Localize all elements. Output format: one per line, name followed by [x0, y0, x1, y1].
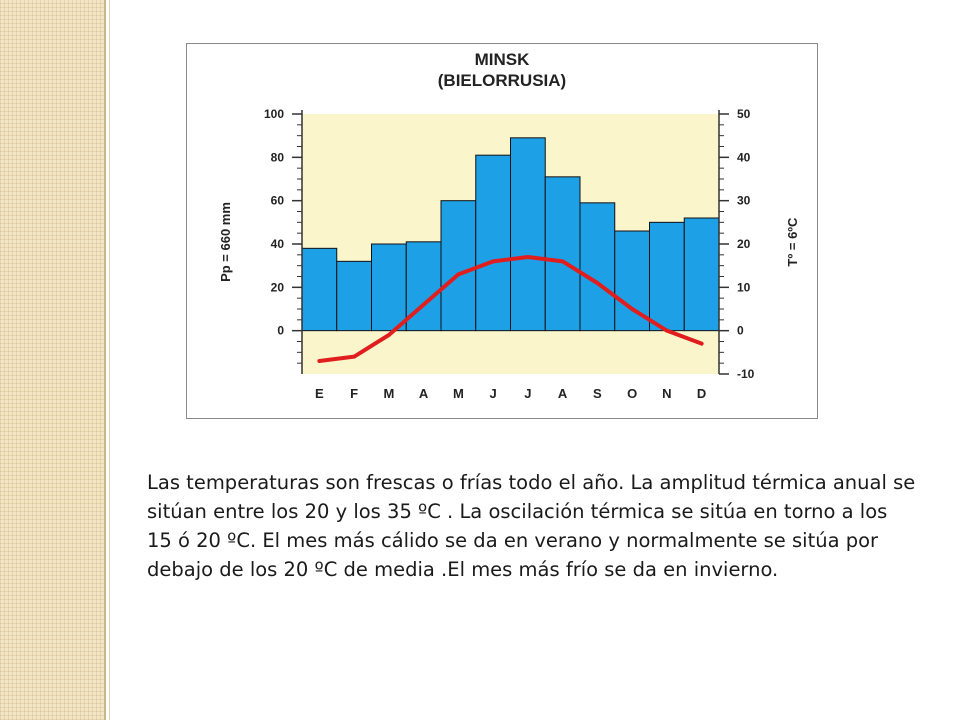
right-tick-label: 50	[737, 107, 751, 121]
chart-subtitle: (BIELORRUSIA)	[438, 71, 566, 90]
right-tick-label: 40	[737, 150, 751, 164]
month-label: M	[383, 386, 394, 401]
month-label: N	[662, 386, 671, 401]
precipitation-bar	[579, 202, 616, 332]
temperature-point	[387, 333, 391, 337]
temperature-point	[595, 281, 599, 285]
precipitation-bar	[301, 247, 338, 332]
temperature-point	[456, 272, 460, 276]
chart-title: MINSK	[475, 50, 531, 69]
precipitation-bar	[510, 137, 546, 332]
precipitation-bar	[544, 176, 581, 332]
month-label: A	[558, 386, 568, 401]
temperature-point	[665, 329, 669, 333]
precipitation-bar	[649, 221, 685, 332]
side-divider-thin	[109, 0, 110, 720]
temperature-point	[700, 342, 704, 346]
month-label: O	[627, 386, 637, 401]
left-tick-label: 40	[271, 237, 285, 251]
month-label: J	[490, 386, 497, 401]
temperature-point	[526, 255, 530, 259]
month-label: J	[524, 386, 531, 401]
month-label: S	[593, 386, 602, 401]
precipitation-bar	[440, 200, 477, 332]
temperature-point	[422, 303, 426, 307]
decorative-side-strip	[0, 0, 104, 720]
right-tick-label: -10	[737, 367, 755, 381]
month-label: A	[419, 386, 429, 401]
month-label: D	[697, 386, 706, 401]
precipitation-bar	[336, 260, 372, 332]
right-tick-label: 0	[737, 324, 744, 338]
temperature-point	[630, 307, 634, 311]
left-tick-label: 0	[277, 324, 284, 338]
precipitation-bar	[683, 217, 720, 332]
right-tick-label: 30	[737, 194, 751, 208]
month-label: F	[350, 386, 358, 401]
left-tick-label: 20	[271, 280, 285, 294]
temperature-point	[561, 259, 565, 263]
temperature-line	[317, 255, 704, 363]
right-tick-label: 10	[737, 280, 751, 294]
month-label: M	[453, 386, 464, 401]
left-tick-label: 80	[271, 150, 285, 164]
right-tick-label: 20	[737, 237, 751, 251]
left-tick-label: 60	[271, 194, 285, 208]
climograph-chart: MINSK (BIELORRUSIA) 10080604020050403020…	[218, 50, 800, 401]
left-axis-label: Pp = 660 mm	[218, 202, 233, 282]
description-text: Las temperaturas son frescas o frías tod…	[147, 471, 916, 581]
precipitation-bar	[475, 154, 511, 332]
temperature-point	[352, 355, 356, 359]
month-label: E	[315, 386, 324, 401]
side-divider	[104, 0, 106, 720]
left-tick-label: 100	[264, 107, 284, 121]
temperature-point	[491, 259, 495, 263]
climate-chart-figure: MINSK (BIELORRUSIA) 100 80 60 40 20 0 50 40 30 20…	[186, 43, 818, 419]
right-axis-label: Tº = 6ºC	[785, 217, 800, 266]
precipitation-bar	[371, 243, 407, 332]
temperature-point	[317, 359, 321, 363]
